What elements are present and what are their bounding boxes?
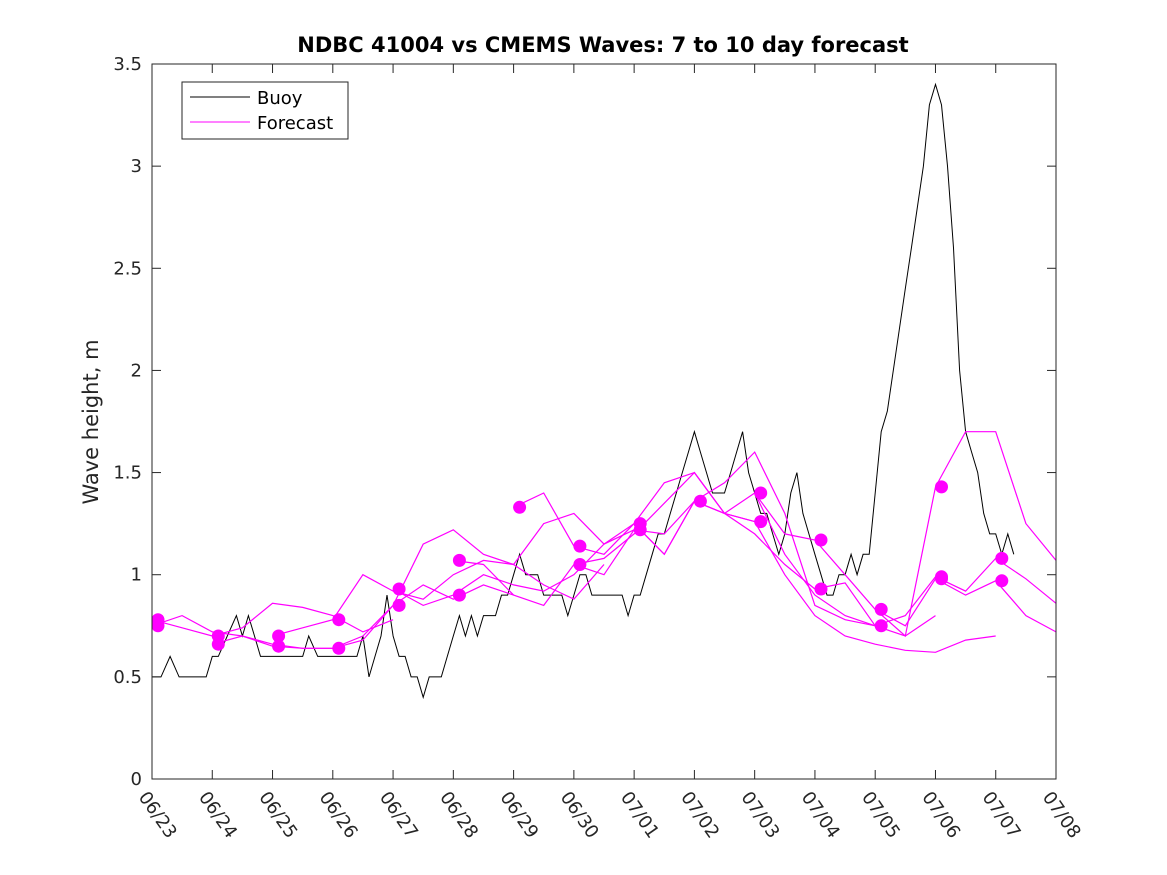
x-tick-label: 07/03 [737,788,784,843]
legend: Buoy Forecast [181,81,349,140]
legend-label-forecast: Forecast [257,113,333,134]
forecast-run-line-12 [754,431,1057,638]
x-tick-label: 07/05 [857,788,904,843]
forecast-marker [633,517,647,531]
forecast-marker [935,480,948,494]
forecast-run-line-9 [573,451,876,627]
x-tick-label: 06/27 [375,788,422,843]
forecast-marker [392,582,406,596]
y-axis-label: Wave height, m [79,339,103,504]
forecast-marker [151,613,165,627]
forecast-run-line-14 [874,578,1057,633]
y-tick-label: 3 [131,156,142,177]
buoy-line [152,82,1015,700]
chart-title: NDBC 41004 vs CMEMS Waves: 7 to 10 day f… [297,33,908,57]
y-tick-label: 1 [131,565,142,586]
x-tick-label: 06/28 [435,788,482,843]
x-tick-label: 07/06 [917,788,964,843]
forecast-marker [995,574,1009,588]
plot-area [152,64,1056,779]
legend-label-buoy: Buoy [257,88,303,109]
y-tick-label: 0.5 [113,667,142,688]
forecast-marker [272,639,286,653]
forecast-marker [573,558,587,571]
x-tick-label: 06/25 [254,788,301,843]
legend-box [181,81,349,140]
x-tick-label: 06/24 [194,788,241,843]
y-tick-label: 2.5 [113,258,142,279]
forecast-marker [332,613,346,627]
forecast-marker [814,582,828,596]
forecast-marker [573,539,587,553]
forecast-marker [995,551,1009,565]
x-tick-label: 07/07 [978,788,1025,843]
y-tick-label: 1.5 [113,463,142,484]
forecast-run-line-2 [151,602,394,637]
forecast-run-line-8 [513,471,816,590]
y-tick-label: 0 [131,769,142,790]
x-tick-label: 07/08 [1038,788,1085,843]
forecast-marker [935,570,948,584]
forecast-run-line-4 [272,559,605,637]
forecast-marker [874,602,888,616]
forecast-marker [693,494,707,508]
forecast-marker [874,619,888,633]
forecast-marker [814,533,828,547]
forecast-marker [754,486,768,500]
x-tick-label: 07/01 [616,788,663,843]
forecast-marker [452,553,466,567]
x-tick-label: 06/26 [315,788,362,843]
forecast-marker [513,500,527,514]
forecast-marker [332,641,346,655]
x-tick-label: 06/29 [496,788,543,843]
y-tick-label: 2 [131,360,142,381]
forecast-marker [392,598,406,612]
plot-frame [151,63,1057,780]
series-layer [151,82,1057,700]
forecast-run-line-5 [332,512,635,649]
x-tick-label: 06/23 [134,788,181,843]
forecast-marker [754,515,768,529]
forecast-marker [452,588,466,602]
forecast-marker [272,629,286,643]
forecast-run-line-11 [694,500,996,653]
x-tick-label: 06/30 [556,788,603,843]
forecast-marker [211,629,225,643]
x-tick-label: 07/04 [797,788,844,843]
y-tick-label: 3.5 [113,54,142,75]
x-tick-label: 07/02 [676,788,723,843]
